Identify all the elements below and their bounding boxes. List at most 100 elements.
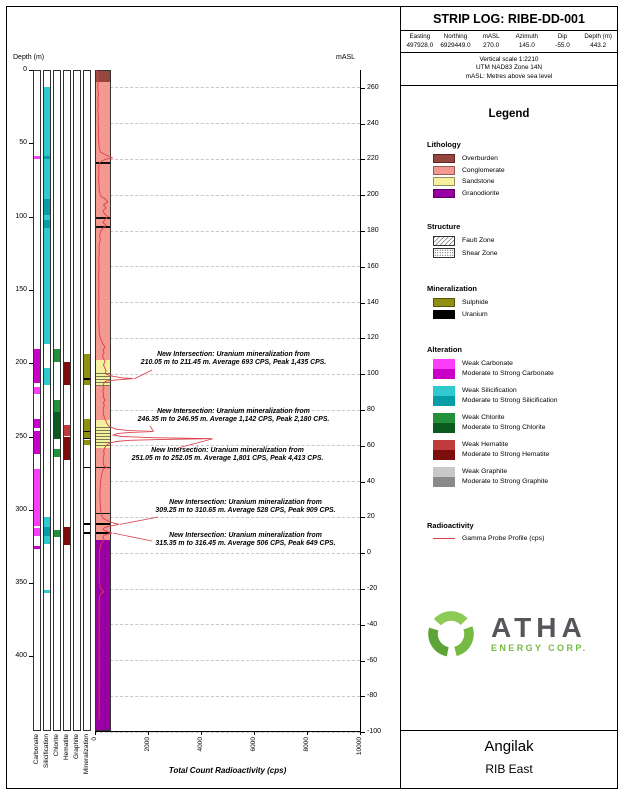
- legend-structure: Structure Fault Zone Shear Zone: [401, 222, 617, 258]
- depth-tick: [29, 289, 33, 291]
- header-field: mASL 270.0: [473, 33, 509, 49]
- annotation-line2: 246.35 m to 246.95 m. Average 1,142 CPS,…: [137, 416, 330, 424]
- masl-tick-label: 60: [367, 441, 375, 449]
- mineralization-interval: [84, 377, 90, 380]
- legend-alteration-strong-label: Moderate to Strong Carbonate: [462, 370, 554, 377]
- legend-radioactivity-heading: Radioactivity: [427, 520, 474, 530]
- header-field-label: Easting: [409, 33, 431, 40]
- header-note: Vertical scale 1:2210: [479, 55, 539, 63]
- masl-tick: [360, 660, 365, 662]
- alteration-pair-graphite: Weak Graphite Moderate to Strong Graphite: [427, 466, 617, 487]
- depth-tick-label: 250: [15, 432, 27, 440]
- lithology-marker: [96, 217, 110, 219]
- annotation-5: New Intersection: Uranium mineralization…: [138, 532, 353, 549]
- header-field-label: mASL: [482, 33, 500, 40]
- masl-gridline: [95, 481, 360, 483]
- legend-structure-item-swatch: [433, 235, 455, 246]
- legend-mineralization: Mineralization Sulphide Uranium: [401, 284, 617, 319]
- legend-alteration-heading: Alteration: [427, 344, 463, 354]
- cps-tick-label: 4000: [197, 737, 204, 752]
- depth-tick: [29, 656, 33, 658]
- depth-tick: [29, 363, 33, 365]
- gamma-line-swatch: [433, 537, 455, 539]
- depth-tick-label: 0: [23, 66, 27, 73]
- header-field: Easting 497928.0: [402, 33, 438, 49]
- annotation-line2: 315.35 m to 316.45 m. Average 506 CPS, P…: [155, 540, 336, 548]
- legend-alteration-weak: Weak Carbonate: [433, 358, 617, 369]
- company-logo-block: ATHA ENERGY CORP.: [421, 604, 617, 664]
- legend-alteration-weak-label: Weak Chlorite: [462, 414, 505, 421]
- depth-tick-label: 150: [15, 285, 27, 293]
- header-field-label: Northing: [443, 33, 468, 40]
- annotation-line1: New Intersection: Uranium mineralization…: [169, 499, 322, 506]
- lithology-marker: [96, 512, 110, 515]
- masl-tick-label: 120: [367, 334, 379, 342]
- alteration-interval: [44, 517, 50, 528]
- legend-alteration-weak: Weak Chlorite: [433, 412, 617, 423]
- alteration-interval: [34, 430, 40, 455]
- header-field-label: Azimuth: [515, 33, 538, 40]
- annotation-4: New Intersection: Uranium mineralization…: [138, 499, 353, 516]
- annotation-line1: New Intersection: Uranium mineralization…: [157, 408, 310, 415]
- cps-tick: [307, 731, 308, 735]
- depth-tick: [29, 216, 33, 218]
- depth-tick: [29, 436, 33, 438]
- alteration-interval: [64, 424, 70, 437]
- masl-gridline: [95, 123, 360, 125]
- legend-alteration: Alteration Weak Carbonate Moderate to Stro…: [401, 345, 617, 487]
- alteration-interval: [44, 228, 50, 345]
- cps-axis-line: [95, 731, 361, 732]
- depth-tick-label: 400: [15, 652, 27, 660]
- project-name: Angilak: [484, 738, 534, 755]
- legend-lithology-item: Conglomerate: [433, 165, 617, 175]
- cps-tick: [360, 731, 361, 735]
- annotation-line2: 309.25 m to 310.65 m. Average 528 CPS, P…: [155, 507, 336, 515]
- annotation-3: New Intersection: Uranium mineralization…: [120, 447, 335, 464]
- project-box: Angilak RIB East: [401, 730, 617, 787]
- legend-lithology: Lithology Overburden Conglomerate Sandstone…: [401, 140, 617, 198]
- alteration-interval: [44, 159, 50, 199]
- legend-lithology-item-swatch: [433, 177, 455, 186]
- legend-alteration-weak-label: Weak Hematite: [462, 441, 509, 448]
- masl-tick-label: 20: [367, 513, 375, 521]
- legend-radioactivity-item: Gamma Probe Profile (cps): [433, 535, 617, 542]
- masl-tick: [360, 732, 365, 734]
- legend-lithology-item: Granodiorite: [433, 188, 617, 198]
- legend-structure-item-label: Shear Zone: [462, 249, 498, 257]
- header-notes: Vertical scale 1:2210 UTM NAD83 Zone 14N m…: [401, 53, 617, 86]
- legend-lithology-item-label: Overburden: [462, 155, 498, 162]
- masl-gridline: [95, 660, 360, 662]
- legend-mineralization-item: Sulphide: [433, 298, 617, 307]
- legend-alteration-strong: Moderate to Strong Silicification: [433, 395, 617, 406]
- masl-gridline: [95, 731, 360, 733]
- annotation-line1: New Intersection: Uranium mineralization…: [157, 351, 310, 358]
- legend-lithology-item-swatch: [433, 165, 455, 175]
- masl-tick: [360, 696, 365, 698]
- mineralization-interval: [84, 523, 90, 526]
- legend-lithology-item-swatch: [433, 154, 455, 163]
- masl-tick: [360, 410, 365, 412]
- legend-mineralization-item: Uranium: [433, 309, 617, 319]
- header-field: Northing 6929449.0: [438, 33, 474, 49]
- shear-zone-overlay: [96, 426, 110, 447]
- masl-tick-label: 200: [367, 191, 379, 199]
- legend-alteration-weak-swatch: [433, 385, 455, 396]
- alteration-interval: [34, 528, 40, 537]
- lithology-marker: [96, 466, 110, 469]
- alteration-interval: [44, 215, 50, 220]
- masl-tick: [360, 553, 365, 555]
- legend-mineralization-item-swatch: [433, 309, 455, 319]
- column-label-mineralization: Mineralization: [83, 734, 90, 775]
- mineralization-interval: [84, 380, 90, 386]
- annotation-line2: 251.05 m to 252.05 m. Average 1,801 CPS,…: [131, 455, 324, 463]
- legend-alteration-weak-label: Weak Carbonate: [462, 360, 513, 367]
- legend-alteration-weak-label: Weak Graphite: [462, 468, 508, 475]
- masl-tick-label: 140: [367, 298, 379, 306]
- alteration-interval: [34, 546, 40, 550]
- page-frame: [6, 6, 618, 789]
- legend-lithology-item-label: Granodiorite: [462, 189, 500, 197]
- alteration-interval: [34, 386, 40, 394]
- uranium-band: [96, 532, 110, 534]
- depth-tick: [29, 70, 33, 71]
- legend-alteration-strong-label: Moderate to Strong Chlorite: [462, 424, 546, 431]
